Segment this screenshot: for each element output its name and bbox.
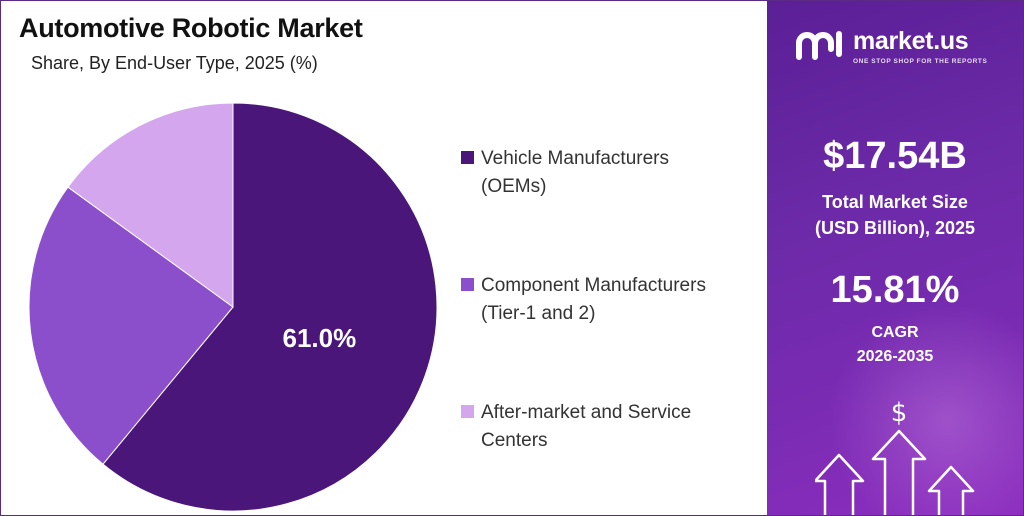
chart-subtitle: Share, By End-User Type, 2025 (%) — [31, 53, 318, 73]
legend-label: After-market and Service — [481, 402, 692, 423]
legend-swatch — [461, 405, 474, 418]
brand-tagline: ONE STOP SHOP FOR THE REPORTS — [853, 58, 988, 65]
market-us-logo-icon — [796, 31, 842, 60]
legend-label: Component Manufacturers — [481, 275, 706, 296]
chart-panel: Automotive Robotic Market Share, By End-… — [1, 1, 767, 515]
slice-component-manufacturers — [28, 186, 234, 465]
legend-swatch — [461, 278, 474, 291]
dollar-sign: $ — [891, 398, 908, 428]
slice-aftermarket-service — [67, 102, 234, 308]
slice-vehicle-manufacturers — [102, 102, 438, 512]
brand-name: market.us — [853, 27, 969, 55]
chart-title: Automotive Robotic Market — [19, 13, 363, 43]
brand-logo: market.us ONE STOP SHOP FOR THE REPORTS — [795, 25, 1015, 75]
legend-label: Vehicle Manufacturers — [481, 148, 669, 169]
cagr-value: 15.81% — [830, 269, 960, 311]
market-size-label: Total Market Size (USD Billion), 2025 — [814, 192, 976, 238]
pie-chart: 61.0% — [28, 102, 438, 512]
market-size-value: $17.54B — [823, 135, 967, 177]
slice-data-label: 61.0% — [283, 323, 357, 353]
cagr-label: CAGR 2026-2035 — [856, 324, 934, 365]
stats-panel: market.us ONE STOP SHOP FOR THE REPORTS … — [767, 1, 1023, 515]
legend-label: (OEMs) — [481, 176, 547, 197]
growth-arrows-icon: $ — [815, 398, 975, 515]
legend-label: (Tier-1 and 2) — [481, 303, 596, 324]
legend-label: Centers — [481, 430, 548, 451]
legend-swatch — [461, 151, 474, 164]
